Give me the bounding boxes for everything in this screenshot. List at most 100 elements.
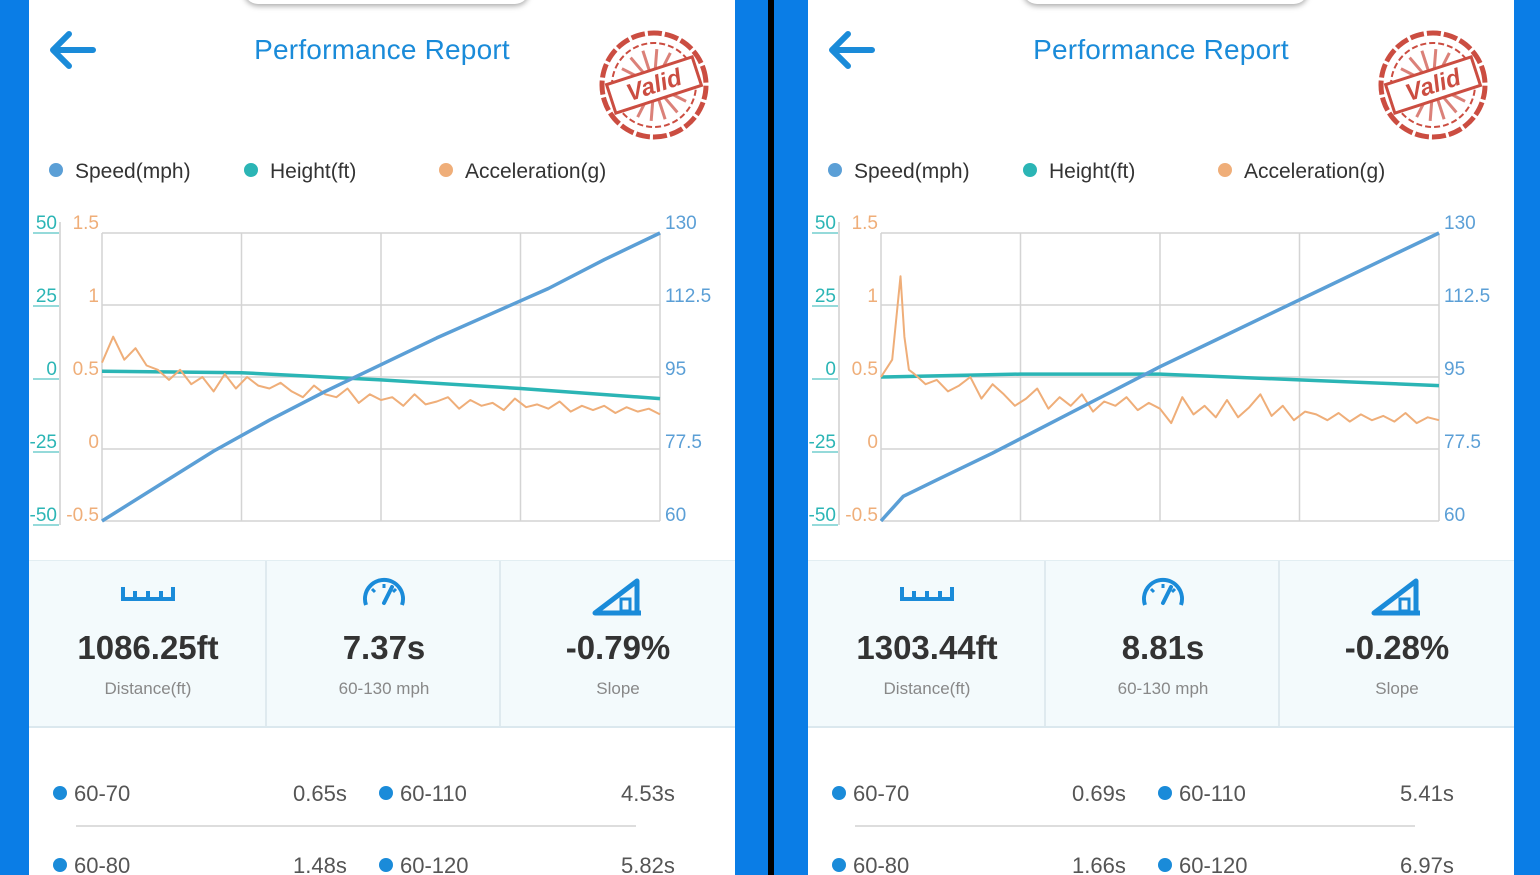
acceleration-tick-label: 1.5 — [73, 213, 99, 234]
stamp-ray — [629, 56, 645, 74]
stamp-ray — [1408, 56, 1424, 74]
stamp-ray — [1442, 96, 1458, 114]
stamp-ray — [1436, 99, 1446, 120]
ruler-icon — [899, 575, 955, 610]
split-range: 60-120 — [1179, 853, 1248, 875]
height-tick-label: 0 — [46, 359, 57, 380]
page-title: Performance Report — [254, 34, 510, 65]
notch-bar — [244, 0, 529, 4]
acceleration-tick-label: 0 — [88, 432, 99, 453]
series-line-acceleration — [880, 275, 1440, 425]
stamp-ray — [653, 48, 659, 70]
acceleration-tick-label: 1 — [867, 286, 878, 307]
stat-distance: 1303.44ft Distance(ft) — [808, 561, 1046, 726]
split-time: 5.41s — [1400, 781, 1454, 806]
acceleration-tick-label: -0.5 — [66, 505, 99, 526]
stamp-ray — [649, 100, 655, 122]
split-time: 5.82s — [621, 853, 675, 875]
legend-height-label: Height(ft) — [270, 160, 357, 183]
stamp-banner — [1383, 54, 1483, 116]
slope-label: Slope — [1375, 679, 1419, 698]
acceleration-tick-label: 0.5 — [73, 359, 99, 380]
arrow-left-icon — [50, 31, 96, 69]
page-title: Performance Report — [1033, 34, 1289, 65]
stat-time: 7.37s 60-130 mph — [267, 561, 501, 726]
acceleration-tick-label: 0.5 — [852, 359, 878, 380]
legend-speed-label: Speed(mph) — [854, 160, 970, 183]
series-line-speed — [101, 231, 661, 523]
stamp-ray — [663, 96, 679, 114]
slope-label: Slope — [596, 679, 640, 698]
performance-chart: 50 25 0 -25 -50 1.5 1 0.5 0 -0.5 130 112.5 95 77.5 60 — [809, 213, 1491, 526]
slope-value: -0.28% — [1344, 629, 1450, 666]
acceleration-tick-label: 1 — [88, 286, 99, 307]
stamp-ray — [1428, 100, 1434, 122]
series-line-height — [880, 372, 1440, 388]
speed-tick-label: 112.5 — [665, 286, 711, 307]
performance-chart: 50 25 0 -25 -50 1.5 1 0.5 0 -0.5 130 112.5 95 77.5 60 — [30, 213, 712, 526]
speed-tick-label: 60 — [665, 505, 686, 526]
split-row: 60-80 1.48s 60-120 5.82s — [29, 850, 735, 875]
split-divider — [855, 825, 1415, 827]
legend-speed: Speed(mph) — [49, 160, 191, 184]
legend-acceleration: Acceleration(g) — [439, 160, 606, 184]
stamp-ray — [657, 99, 667, 120]
speed-tick-label: 60 — [1444, 505, 1465, 526]
speed-tick-label: 77.5 — [665, 432, 702, 453]
split-row: 60-70 0.69s 60-110 5.41s — [808, 778, 1514, 818]
stamp-ring — [1378, 30, 1488, 140]
legend-height-label: Height(ft) — [1049, 160, 1136, 183]
legend-acceleration: Acceleration(g) — [1218, 160, 1385, 184]
split-time: 4.53s — [621, 781, 675, 806]
speed-tick-label: 77.5 — [1444, 432, 1481, 453]
notch-bar — [1023, 0, 1308, 4]
series-line-speed — [879, 231, 1440, 523]
stamp-banner — [604, 54, 704, 116]
speed-tick-label: 130 — [665, 213, 697, 234]
series-line-acceleration — [101, 335, 661, 416]
time-value: 7.37s — [342, 629, 426, 666]
split-time: 6.97s — [1400, 853, 1454, 875]
acceleration-tick-label: 1.5 — [852, 213, 878, 234]
split-range: 60-110 — [400, 781, 467, 806]
height-tick-label: -50 — [30, 505, 57, 526]
legend-acceleration-label: Acceleration(g) — [465, 160, 607, 183]
acceleration-tick-label: -0.5 — [845, 505, 878, 526]
split-time: 1.66s — [1072, 853, 1126, 875]
stamp-ray — [1432, 48, 1438, 70]
stamp-ray — [641, 50, 651, 71]
stamp-ray — [1420, 50, 1430, 71]
height-tick-label: -25 — [30, 432, 57, 453]
height-tick-label: -25 — [809, 432, 836, 453]
split-range: 60-80 — [853, 853, 910, 875]
report-panel-left: Performance Report Valid Speed(mph) Heig… — [29, 0, 735, 875]
legend-height: Height(ft) — [244, 160, 356, 184]
split-range: 60-70 — [74, 781, 131, 806]
split-divider — [76, 825, 636, 827]
time-value: 8.81s — [1121, 629, 1205, 666]
distance-value: 1303.44ft — [856, 629, 998, 666]
acceleration-tick-label: 0 — [867, 432, 878, 453]
legend-acceleration-label: Acceleration(g) — [1244, 160, 1386, 183]
split-row: 60-80 1.66s 60-120 6.97s — [808, 850, 1514, 875]
legend-speed-label: Speed(mph) — [75, 160, 191, 183]
height-tick-label: 25 — [36, 286, 57, 307]
speedometer-icon — [1139, 575, 1187, 614]
back-button[interactable] — [45, 28, 97, 72]
split-range: 60-80 — [74, 853, 131, 875]
series-line-height — [101, 369, 661, 401]
time-label: 60-130 mph — [338, 679, 430, 698]
stat-slope: -0.28% Slope — [1280, 561, 1514, 726]
split-row: 60-70 0.65s 60-110 4.53s — [29, 778, 735, 818]
screen-divider — [735, 0, 805, 875]
speedometer-icon — [360, 575, 408, 614]
stat-slope: -0.79% Slope — [501, 561, 735, 726]
split-range: 60-70 — [853, 781, 910, 806]
height-tick-label: 50 — [815, 213, 836, 234]
stat-time: 8.81s 60-130 mph — [1046, 561, 1280, 726]
legend-speed: Speed(mph) — [828, 160, 970, 184]
back-button[interactable] — [824, 28, 876, 72]
height-tick-label: 0 — [825, 359, 836, 380]
legend-height: Height(ft) — [1023, 160, 1135, 184]
split-time: 0.65s — [293, 781, 347, 806]
